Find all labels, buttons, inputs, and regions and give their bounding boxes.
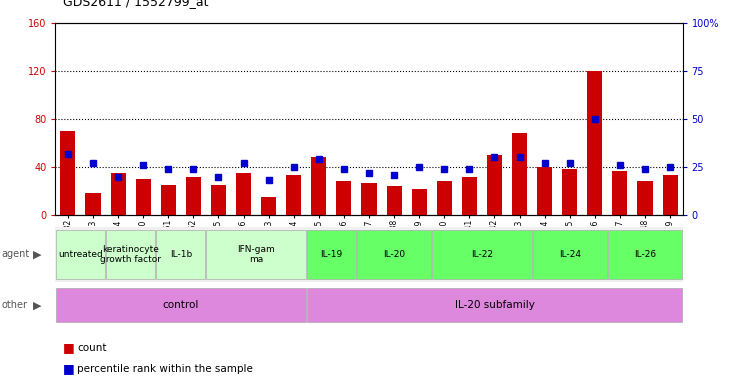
Text: IL-20 subfamily: IL-20 subfamily: [455, 300, 534, 310]
Bar: [533, 230, 607, 279]
Bar: [286, 175, 301, 215]
Bar: [362, 183, 376, 215]
Text: IFN-gam
ma: IFN-gam ma: [237, 245, 275, 264]
Text: IL-26: IL-26: [634, 250, 656, 259]
Bar: [106, 230, 155, 279]
Bar: [111, 173, 125, 215]
Bar: [357, 230, 431, 279]
Bar: [61, 131, 75, 215]
Bar: [86, 194, 100, 215]
Text: ■: ■: [63, 362, 75, 375]
Bar: [136, 179, 151, 215]
Text: GDS2611 / 1552799_at: GDS2611 / 1552799_at: [63, 0, 208, 8]
Bar: [161, 185, 176, 215]
Bar: [307, 230, 356, 279]
Bar: [56, 288, 306, 322]
Bar: [638, 182, 652, 215]
Text: agent: agent: [1, 249, 30, 260]
Bar: [236, 173, 251, 215]
Bar: [211, 185, 226, 215]
Text: keratinocyte
growth factor: keratinocyte growth factor: [100, 245, 161, 264]
Bar: [537, 167, 552, 215]
Bar: [587, 71, 602, 215]
Text: control: control: [162, 300, 199, 310]
Bar: [337, 182, 351, 215]
Text: percentile rank within the sample: percentile rank within the sample: [77, 364, 253, 374]
Bar: [56, 230, 105, 279]
Bar: [207, 230, 306, 279]
Bar: [156, 230, 205, 279]
Text: ▶: ▶: [32, 300, 41, 310]
Bar: [462, 177, 477, 215]
Text: ■: ■: [63, 341, 75, 354]
Text: count: count: [77, 343, 107, 353]
Bar: [613, 170, 627, 215]
Bar: [432, 230, 531, 279]
Bar: [261, 197, 276, 215]
Bar: [512, 134, 527, 215]
Text: IL-1b: IL-1b: [170, 250, 192, 259]
Text: untreated: untreated: [58, 250, 103, 259]
Bar: [186, 177, 201, 215]
Bar: [663, 175, 677, 215]
Bar: [387, 186, 401, 215]
Bar: [437, 182, 452, 215]
Bar: [487, 155, 502, 215]
Bar: [412, 189, 427, 215]
Bar: [608, 230, 682, 279]
Bar: [311, 157, 326, 215]
Text: IL-22: IL-22: [471, 250, 493, 259]
Text: IL-20: IL-20: [383, 250, 405, 259]
Bar: [562, 169, 577, 215]
Text: ▶: ▶: [32, 249, 41, 260]
Text: IL-19: IL-19: [320, 250, 342, 259]
Text: other: other: [1, 300, 27, 310]
Text: IL-24: IL-24: [559, 250, 581, 259]
Bar: [307, 288, 682, 322]
